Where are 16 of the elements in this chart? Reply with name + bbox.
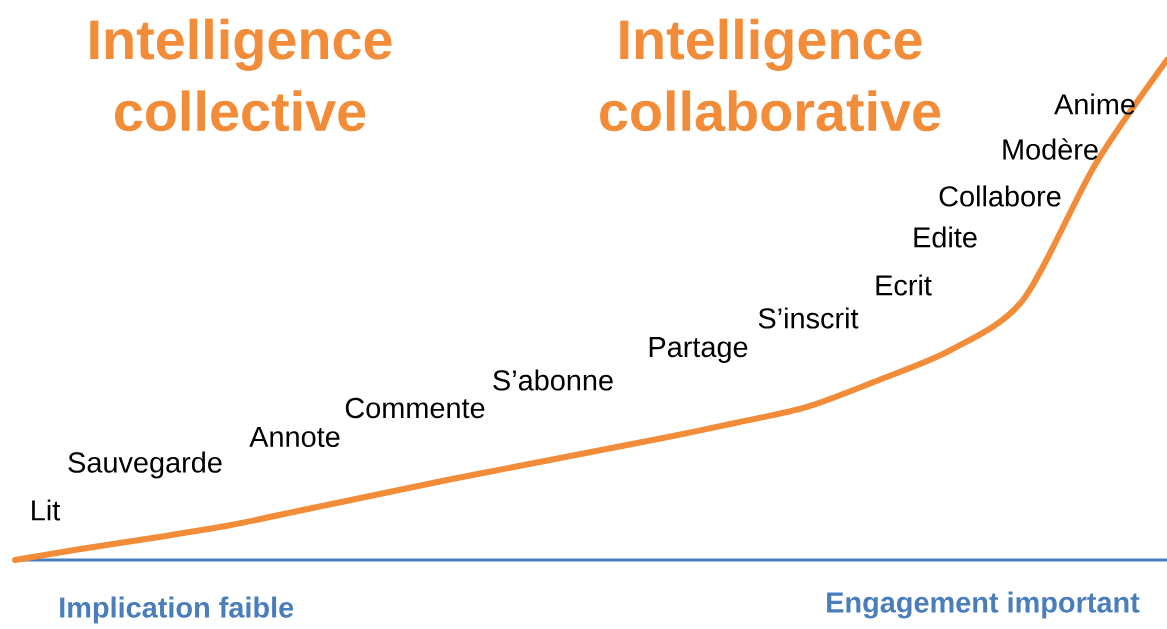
annotation: Modère xyxy=(1003,138,1098,160)
annotation: S’abonne xyxy=(493,369,613,391)
annotation: Lit xyxy=(32,499,61,521)
annotation: Annote xyxy=(249,426,340,448)
annotation: Partage xyxy=(649,337,748,363)
text: Implication faible xyxy=(60,596,294,624)
annotation: Intelligence collective xyxy=(90,18,392,132)
annotation: Commente xyxy=(345,397,485,419)
annotation: S’inscrit xyxy=(758,307,859,329)
annotation: Anime xyxy=(1054,93,1135,115)
annotation: Ecrit xyxy=(876,274,932,296)
annotation: Sauvegarde xyxy=(68,451,222,479)
annotation: Intelligence collaborative xyxy=(600,18,941,132)
text: Engagement important xyxy=(827,591,1140,619)
annotation: Collabore xyxy=(939,185,1061,207)
annotation: Edite xyxy=(914,226,977,248)
